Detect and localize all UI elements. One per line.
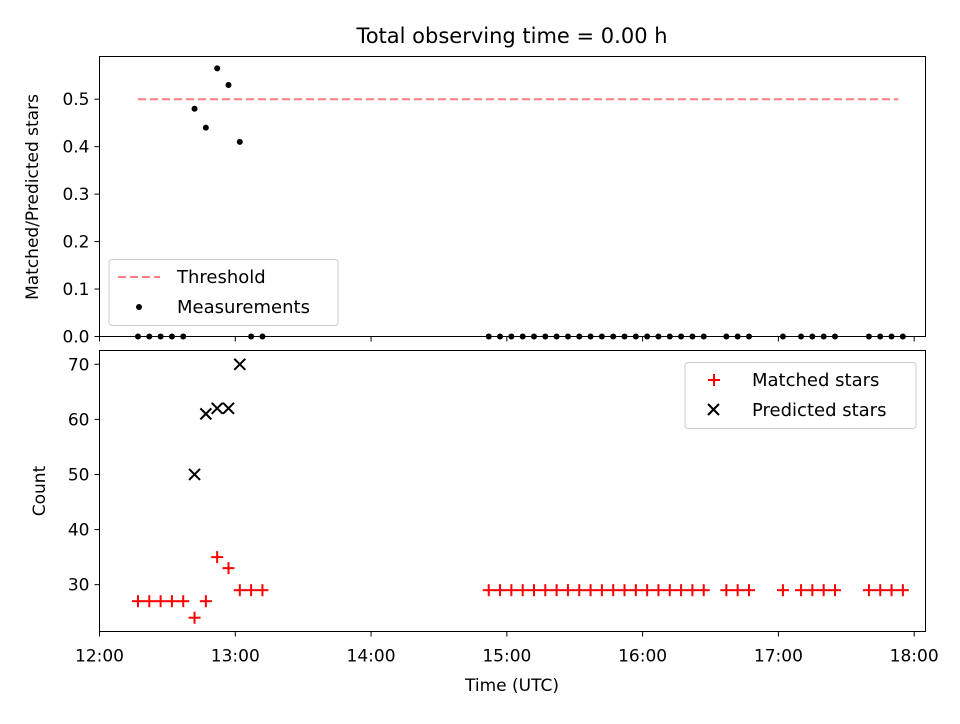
matched-stars-point-30	[686, 584, 699, 597]
ratio-y-tick-label-5: 0.5	[62, 90, 89, 110]
matched-stars-point-16	[527, 584, 540, 597]
count-y-tick-label-2: 50	[68, 465, 90, 485]
ratio-legend: Threshold Measurements	[108, 259, 339, 326]
matched-stars-point-27	[652, 584, 665, 597]
matched-stars-point-33	[731, 584, 744, 597]
matched-stars-point-35	[776, 584, 789, 597]
predicted-stars-point-0	[188, 468, 201, 481]
matched-stars-point-25	[629, 584, 642, 597]
measurements-point-8	[225, 81, 232, 88]
matched-stars-point-18	[550, 584, 563, 597]
x-tick-label-5: 17:00	[754, 647, 803, 667]
x-tick-label-4: 16:00	[618, 647, 667, 667]
matched-stars-point-0	[131, 595, 144, 608]
x-tick-label-0: 12:00	[75, 647, 124, 667]
matched-stars-point-21	[584, 584, 597, 597]
count-x-ticks: 12:00 13:00 14:00 15:00 16:00 17:00 18:00	[75, 631, 939, 667]
matched-stars-point-6	[199, 595, 212, 608]
count-y-tick-label-4: 70	[68, 355, 90, 375]
x-axis-label: Time (UTC)	[464, 676, 559, 696]
ratio-y-axis-label: Matched/Predicted stars	[23, 94, 43, 300]
ratio-y-tick-label-2: 0.2	[62, 233, 89, 253]
matched-stars-point-2	[154, 595, 167, 608]
matched-stars-point-1	[143, 595, 156, 608]
chart-title: Total observing time = 0.00 h	[355, 24, 667, 48]
matched-stars-point-13	[494, 584, 507, 597]
predicted-stars-point-1	[199, 407, 213, 421]
ratio-legend-box	[108, 259, 339, 326]
ratio-y-ticks: 0.0 0.1 0.2 0.3 0.4 0.5	[62, 90, 100, 348]
count-legend-box	[684, 362, 917, 429]
matched-stars-point-26	[641, 584, 654, 597]
legend-measurements-swatch	[136, 304, 142, 310]
count-y-tick-label-0: 30	[68, 576, 90, 596]
x-tick-label-1: 13:00	[211, 647, 260, 667]
count-y-tick-label-1: 40	[68, 521, 90, 541]
matched-stars-point-12	[482, 584, 495, 597]
matched-stars-point-34	[742, 584, 755, 597]
predicted-stars-point-4	[233, 358, 247, 371]
matched-stars-point-7	[211, 551, 224, 564]
measurements-point-6	[202, 124, 209, 131]
matched-stars-point-15	[516, 584, 529, 597]
legend-matched-label: Matched stars	[752, 370, 879, 391]
x-tick-label-2: 14:00	[347, 647, 396, 667]
matched-stars-point-28	[663, 584, 676, 597]
matched-stars-point-39	[828, 584, 841, 597]
matched-stars-point-19	[561, 584, 574, 597]
legend-matched-swatch	[708, 374, 720, 386]
predicted-stars-point-3	[222, 402, 235, 415]
ratio-y-tick-label-3: 0.3	[62, 185, 89, 205]
count-panel: 30 40 50 60 70 12:00 13:00 14:00 15:00 16:00 17:0…	[30, 350, 939, 696]
legend-predicted-label: Predicted stars	[752, 400, 886, 421]
ratio-y-tick-label-4: 0.4	[62, 138, 89, 158]
measurements-point-9	[236, 138, 243, 145]
matched-stars-point-40	[862, 584, 875, 597]
legend-threshold-label: Threshold	[176, 267, 266, 288]
count-y-ticks: 30 40 50 60 70	[68, 355, 100, 596]
matched-stars-point-43	[896, 584, 909, 597]
matched-stars-point-22	[595, 584, 608, 597]
matched-stars-point-32	[720, 584, 733, 597]
x-tick-label-6: 18:00	[890, 647, 939, 667]
ratio-y-tick-label-0: 0.0	[62, 328, 89, 348]
matched-stars-point-24	[618, 584, 631, 597]
count-marks	[131, 358, 909, 624]
matched-stars-point-14	[505, 584, 518, 597]
matched-stars-point-20	[573, 584, 586, 597]
ratio-y-tick-label-1: 0.1	[62, 280, 89, 300]
ratio-x-ticks	[99, 336, 915, 342]
matched-stars-point-31	[697, 584, 710, 597]
matched-stars-point-9	[233, 584, 246, 597]
matched-stars-point-41	[874, 584, 887, 597]
matched-stars-point-5	[188, 611, 201, 624]
matched-stars-point-29	[675, 584, 688, 597]
x-tick-label-3: 15:00	[482, 647, 531, 667]
matched-stars-point-23	[607, 584, 620, 597]
measurements-point-7	[214, 65, 221, 72]
predicted-stars-point-2	[210, 402, 224, 415]
ratio-plot-frame	[99, 56, 926, 337]
matched-stars-point-38	[817, 584, 830, 597]
count-y-tick-label-3: 60	[68, 410, 90, 430]
count-plot-frame	[99, 350, 926, 632]
matched-stars-point-37	[806, 584, 819, 597]
matched-stars-point-11	[256, 584, 269, 597]
matched-stars-point-4	[177, 595, 190, 608]
legend-measurements-label: Measurements	[177, 297, 310, 318]
matched-stars-point-10	[245, 584, 258, 597]
ratio-panel: 0.0 0.1 0.2 0.3 0.4 0.5 Matched/Predicted sta…	[23, 56, 926, 348]
matched-stars-point-36	[795, 584, 808, 597]
legend-predicted-swatch	[707, 403, 720, 416]
matched-stars-point-42	[885, 584, 898, 597]
count-legend: Matched stars Predicted stars	[684, 362, 917, 429]
matched-stars-point-8	[222, 562, 235, 575]
matched-stars-point-3	[165, 595, 178, 608]
measurements-point-5	[191, 105, 198, 112]
matched-stars-point-17	[539, 584, 552, 597]
count-y-axis-label: Count	[30, 465, 50, 516]
